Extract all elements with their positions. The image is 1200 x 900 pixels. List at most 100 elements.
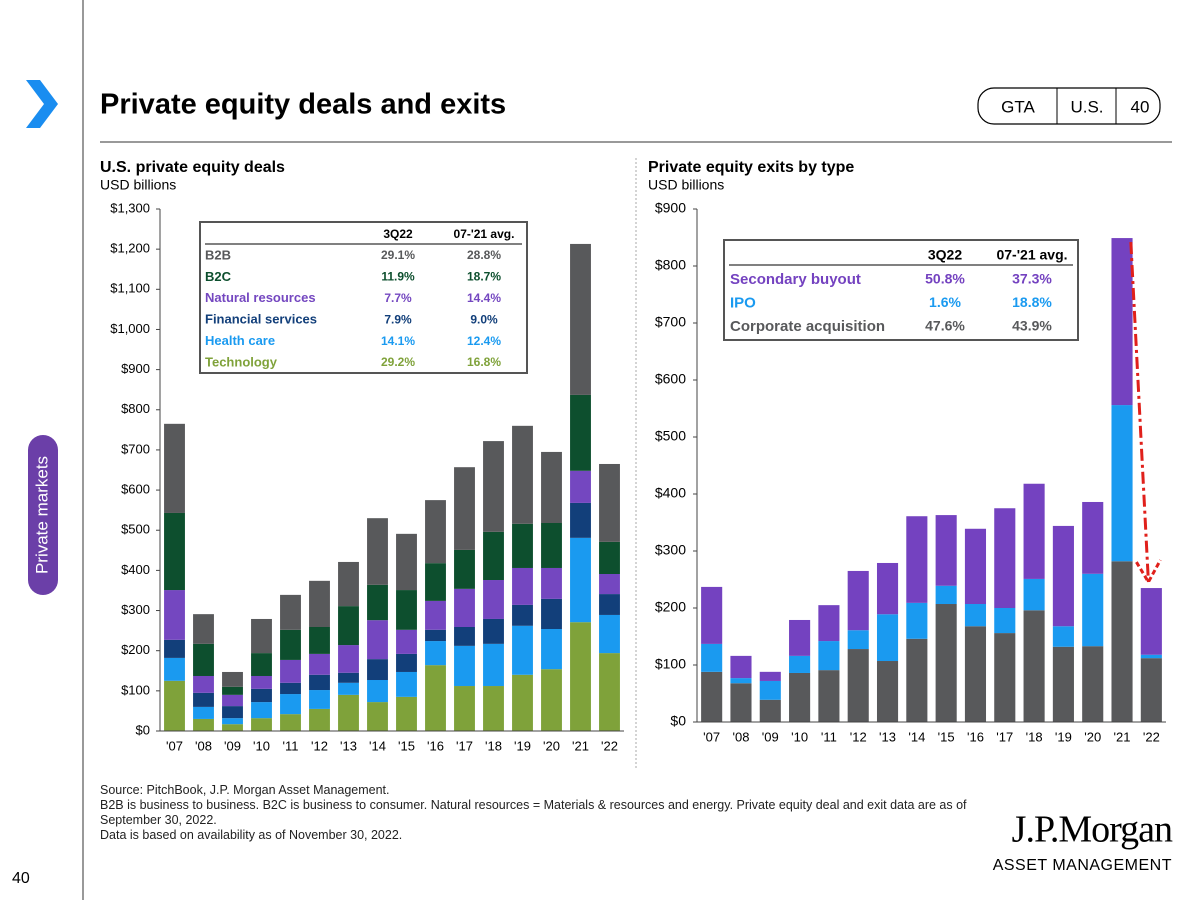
side-pill	[28, 435, 58, 595]
legend-label: Technology	[205, 354, 278, 369]
bar-segment	[935, 585, 957, 605]
bar-segment	[164, 590, 185, 640]
bar-segment	[1023, 610, 1045, 722]
x-tick-label: '17	[996, 729, 1013, 744]
y-tick-label: $400	[121, 562, 150, 577]
bar-segment	[570, 502, 591, 538]
bar-segment	[1052, 626, 1074, 647]
footnotes: Source: PitchBook, J.P. Morgan Asset Man…	[100, 783, 1000, 843]
table-header: 07-'21 avg.	[996, 247, 1067, 263]
y-tick-label: $900	[655, 200, 686, 216]
y-tick-label: $300	[655, 542, 686, 558]
bar-segment	[935, 604, 957, 722]
bar-segment	[454, 627, 475, 646]
legend-label: Health care	[205, 333, 275, 348]
bar-segment	[1023, 483, 1045, 579]
bar-segment	[906, 516, 928, 603]
bar-segment	[847, 570, 869, 631]
bar-segment	[541, 629, 562, 670]
bar-segment	[906, 602, 928, 639]
table-cell: 50.8%	[925, 271, 965, 287]
chart-title: Private equity exits by type	[648, 159, 854, 176]
bar-segment	[251, 675, 272, 689]
x-tick-label: '12	[850, 729, 867, 744]
bar-segment	[222, 686, 243, 695]
x-tick-label: '21	[572, 738, 589, 753]
bar-segment	[876, 661, 899, 722]
x-tick-label: '10	[791, 729, 808, 744]
bar-segment	[541, 598, 562, 630]
table-cell: 11.9%	[381, 270, 415, 284]
bar-segment	[570, 394, 591, 471]
bar-segment	[994, 633, 1016, 722]
bar-segment	[425, 641, 446, 666]
bar-segment	[759, 671, 781, 681]
bar-segment	[193, 706, 214, 719]
table-header: 07-'21 avg.	[454, 227, 515, 241]
y-tick-label: $0	[136, 722, 150, 737]
legend-label: Corporate acquisition	[730, 318, 885, 335]
y-tick-label: $500	[655, 428, 686, 444]
bar-segment	[193, 643, 214, 676]
table-cell: 12.4%	[467, 334, 501, 348]
bar-segment	[759, 680, 781, 700]
bar-segment	[730, 683, 752, 722]
table-cell: 7.9%	[384, 312, 412, 326]
y-tick-label: $1,100	[110, 281, 150, 296]
y-tick-label: $600	[121, 482, 150, 497]
bar-segment	[425, 600, 446, 630]
table-cell: 7.7%	[384, 291, 412, 305]
bar-segment	[512, 567, 533, 605]
bar-segment	[1082, 501, 1104, 574]
bar-segment	[251, 653, 272, 676]
bar-segment	[309, 627, 330, 654]
bar-segment	[193, 718, 214, 731]
bar-segment	[541, 567, 562, 599]
bar-segment	[483, 441, 504, 532]
bar-segment	[164, 423, 185, 513]
bar-segment	[964, 528, 987, 605]
x-tick-label: '21	[1114, 729, 1131, 744]
y-tick-label: $700	[121, 441, 150, 456]
table-cell: 28.8%	[467, 248, 501, 262]
legend-label: Natural resources	[205, 290, 316, 305]
legend-table	[199, 221, 528, 374]
bar-segment	[1082, 646, 1104, 722]
bar-segment	[309, 708, 330, 731]
y-tick-label: $100	[121, 682, 150, 697]
tab: U.S.	[1070, 97, 1103, 116]
y-tick-label: $100	[655, 656, 686, 672]
page-title: Private equity deals and exits	[100, 89, 506, 121]
bar-segment	[425, 629, 446, 642]
bar-segment	[570, 470, 591, 503]
bar-segment	[425, 665, 446, 731]
bar-segment	[193, 614, 214, 644]
bar-segment	[1082, 573, 1104, 647]
bar-segment	[222, 724, 243, 731]
x-tick-label: '16	[967, 729, 984, 744]
bar-segment	[454, 588, 475, 628]
bar-segment	[1140, 658, 1162, 722]
bar-segment	[396, 533, 417, 591]
bar-segment	[454, 645, 475, 687]
x-tick-label: '07	[166, 738, 183, 753]
bar-segment	[309, 674, 330, 691]
bar-segment	[1140, 654, 1162, 659]
table-cell: 47.6%	[925, 318, 965, 334]
bar-segment	[193, 692, 214, 707]
y-tick-label: $0	[670, 713, 686, 729]
x-tick-label: '22	[601, 738, 618, 753]
bar-segment	[425, 563, 446, 601]
page-number: 40	[12, 870, 30, 887]
bar-segment	[483, 686, 504, 731]
bar-segment	[541, 669, 562, 731]
bar-segment	[193, 675, 214, 693]
x-tick-label: '13	[879, 729, 896, 744]
x-tick-label: '14	[369, 738, 386, 753]
y-tick-label: $1,000	[110, 321, 150, 336]
table-header: 3Q22	[928, 247, 962, 263]
y-tick-label: $600	[655, 371, 686, 387]
bar-segment	[396, 629, 417, 654]
